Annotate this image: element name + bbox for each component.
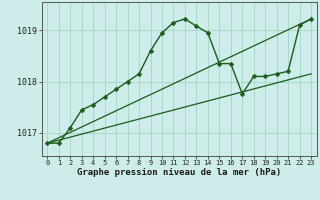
X-axis label: Graphe pression niveau de la mer (hPa): Graphe pression niveau de la mer (hPa) [77,168,281,177]
